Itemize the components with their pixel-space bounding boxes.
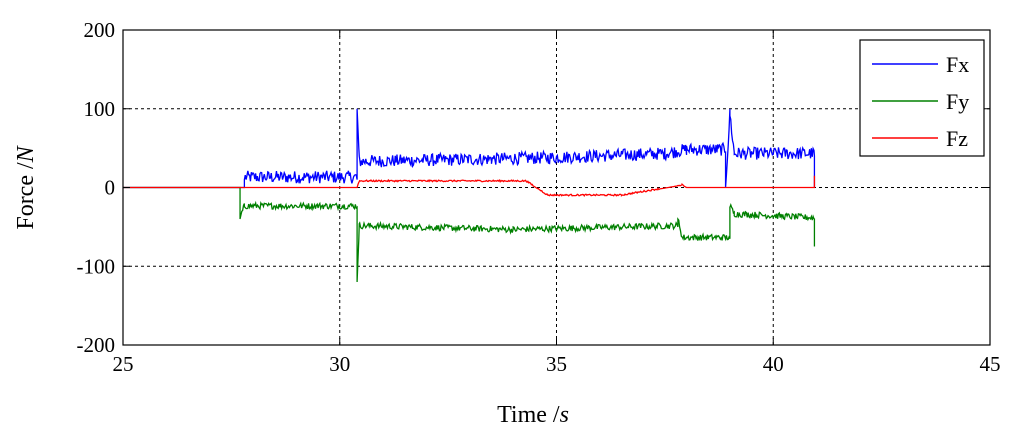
legend-label-fz: Fz <box>946 126 968 151</box>
legend-label-fy: Fy <box>946 89 969 114</box>
legend-box <box>859 39 985 157</box>
x-tick-label: 40 <box>763 352 784 376</box>
legend-label-fx: Fx <box>946 52 969 77</box>
x-tick-label: 25 <box>113 352 134 376</box>
x-tick-label: 45 <box>980 352 1001 376</box>
x-axis-title: Time /s <box>497 402 569 428</box>
y-tick-label: -200 <box>77 333 116 357</box>
series-line-fy <box>123 186 816 283</box>
series-line-fz <box>123 175 816 197</box>
y-axis-title: Force /N <box>13 144 39 229</box>
y-axis-unit: N <box>13 144 39 163</box>
x-axis-unit: s <box>560 402 569 428</box>
y-tick-label: 0 <box>105 176 116 200</box>
y-axis-title-text: Force / <box>13 162 39 230</box>
y-tick-label: 100 <box>84 97 116 121</box>
x-tick-label: 35 <box>546 352 567 376</box>
legend: Fx Fy Fz <box>859 39 985 157</box>
x-axis-title-text: Time / <box>497 402 560 428</box>
x-tick-label: 30 <box>329 352 350 376</box>
series-line-fx <box>123 108 816 189</box>
y-tick-label: -100 <box>77 254 116 278</box>
y-tick-label: 200 <box>84 18 116 42</box>
tick-layer: 25 30 35 40 45 200 100 0 -100 -200 <box>77 18 1001 376</box>
series-layer <box>123 108 816 283</box>
